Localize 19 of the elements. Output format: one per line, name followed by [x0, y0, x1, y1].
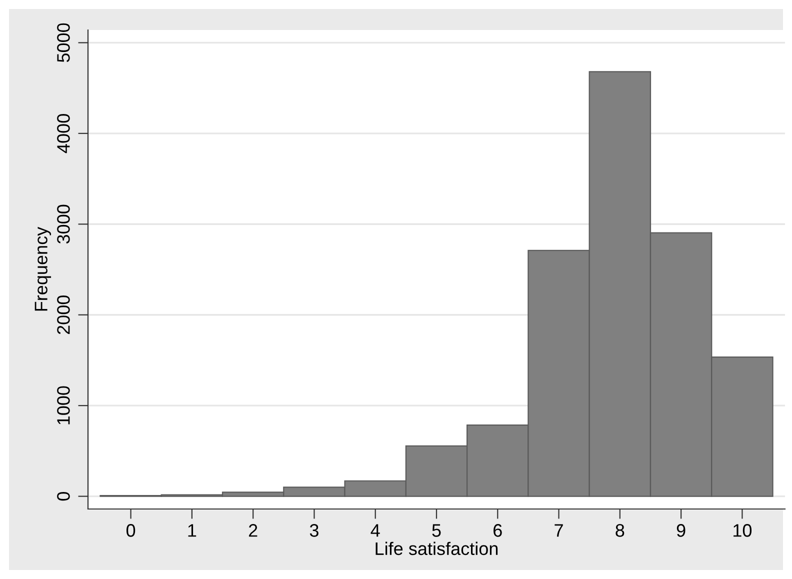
y-tick-label: 4000 — [57, 114, 70, 154]
x-tick-label: 7 — [554, 524, 563, 537]
y-tick-label: 5000 — [57, 23, 70, 62]
y-axis-title: Frequency — [34, 226, 52, 311]
x-tick-label: 2 — [248, 524, 258, 537]
y-tick-label: 0 — [57, 492, 70, 501]
x-tick-label: 10 — [734, 524, 752, 537]
x-tick-label: 0 — [126, 524, 136, 537]
x-axis-title: Life satisfaction — [376, 542, 498, 556]
x-tick-label: 3 — [310, 524, 318, 537]
y-tick-label: 2000 — [57, 295, 70, 334]
x-tick-label: 5 — [432, 524, 441, 537]
x-tick-label: 4 — [370, 524, 380, 537]
y-tick-label: 3000 — [57, 204, 70, 244]
x-tick-label: 1 — [188, 524, 196, 537]
x-tick-label: 8 — [616, 524, 624, 537]
y-tick-label: 1000 — [57, 386, 70, 424]
x-tick-label: 9 — [676, 524, 686, 537]
x-tick-label: 6 — [494, 524, 502, 537]
